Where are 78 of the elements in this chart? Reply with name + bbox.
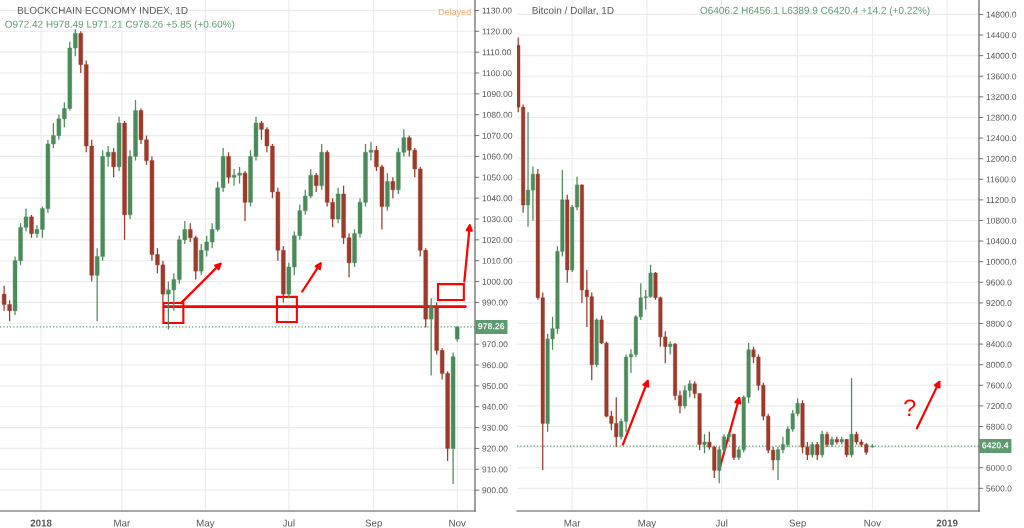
y-tick-label: 10400.0 (986, 238, 1017, 245)
y-tick-label: 8800.0 (986, 320, 1012, 327)
y-tick-label: 970.00 (482, 341, 508, 348)
y-tick-label: 930.00 (482, 424, 508, 431)
x-tick-label: 2019 (936, 519, 958, 527)
x-tick-label: 2018 (30, 519, 52, 527)
candlestick (390, 176, 396, 199)
y-tick-label: 1100.00 (482, 70, 512, 77)
text: O972.42 H978.49 L971.21 C978.26 +5.85 (+0.60%) (5, 20, 235, 30)
y-tick-label: 1010.00 (482, 257, 513, 264)
y-tick-label: 14400.0 (986, 32, 1017, 39)
y-tick-label: 6800.0 (986, 423, 1012, 430)
y-tick-label: 7200.0 (986, 403, 1012, 410)
ref-line-label: 978.26 (478, 323, 505, 330)
x-tick-label: Sep (789, 519, 806, 528)
y-tick-label: 8400.0 (986, 341, 1012, 348)
candlestick (702, 433, 707, 454)
y-tick-label: 1020.00 (482, 237, 513, 244)
y-tick-label: 1120.00 (482, 28, 512, 35)
x-tick-label: Nov (864, 519, 881, 527)
text: O6406.2 H6456.1 L6389.9 C6420.4 +14.2 (+0.22%) (700, 6, 930, 16)
y-tick-label: 940.00 (482, 403, 508, 410)
y-tick-label: 10000.0 (986, 258, 1017, 265)
y-tick-label: 1000.00 (482, 278, 513, 285)
candlestick (429, 297, 434, 377)
y-tick-label: 13200.0 (986, 94, 1017, 100)
y-tick-label: 1070.00 (482, 132, 513, 139)
y-tick-label: 1080.00 (482, 111, 513, 118)
y-tick-label: 1050.00 (482, 174, 513, 181)
y-tick-label: 11200.0 (986, 197, 1016, 204)
y-tick-label: 990.00 (482, 299, 508, 306)
y-tick-label: 11600.0 (986, 176, 1016, 183)
y-tick-label: 1110.00 (482, 49, 511, 56)
candlestick (849, 377, 854, 459)
text: Bitcoin / Dollar, 1D (532, 6, 614, 16)
y-tick-label: 10800.0 (986, 217, 1017, 224)
y-tick-label: 950.00 (482, 383, 508, 390)
y-tick-label: 13600.0 (986, 73, 1017, 80)
y-tick-label: 1090.00 (482, 91, 513, 98)
annotation: ? (904, 399, 916, 416)
x-tick-label: Sep (365, 519, 382, 528)
y-tick-label: 14000.0 (986, 52, 1017, 59)
candlestick (820, 430, 825, 459)
x-tick-label: May (196, 519, 215, 528)
x-tick-label: Mar (114, 519, 131, 527)
y-tick-label: 960.00 (482, 362, 508, 369)
y-tick-label: 1040.00 (482, 195, 513, 202)
y-tick-label: 1130.00 (482, 7, 512, 14)
candlestick (226, 151, 231, 185)
y-tick-label: 9200.0 (986, 300, 1012, 307)
candlestick (314, 172, 319, 193)
x-tick-label: Jul (282, 519, 295, 527)
candlestick (29, 214, 34, 239)
candlestick (111, 147, 116, 178)
x-tick-label: Nov (449, 519, 466, 527)
y-tick-label: 6000.0 (986, 464, 1012, 471)
y-tick-label: 12000.0 (986, 155, 1017, 162)
y-tick-label: 910.00 (482, 466, 508, 473)
text: BLOCKCHAIN ECONOMY INDEX, 1D (17, 6, 188, 16)
x-tick-label: Jul (715, 519, 728, 527)
y-tick-label: 920.00 (482, 445, 508, 452)
y-tick-label: 900.00 (482, 487, 508, 494)
y-tick-label: 8000.0 (986, 361, 1012, 368)
candlestick (815, 441, 820, 461)
y-tick-label: 12800.0 (986, 114, 1017, 121)
x-tick-label: Mar (564, 519, 581, 527)
y-tick-label: 7600.0 (986, 382, 1012, 389)
candlestick (731, 433, 736, 461)
annotation: Delayed (438, 8, 471, 17)
candlestick (530, 165, 535, 222)
ref-line-label: 6420.4 (982, 442, 1009, 449)
y-tick-label: 14800.0 (986, 11, 1017, 18)
y-tick-label: 12400.0 (986, 135, 1017, 142)
y-tick-label: 5600.0 (986, 485, 1012, 492)
x-tick-label: May (638, 519, 657, 528)
y-tick-label: 1030.00 (482, 216, 513, 223)
y-tick-label: 1060.00 (482, 153, 513, 160)
y-tick-label: 9600.0 (986, 279, 1012, 286)
